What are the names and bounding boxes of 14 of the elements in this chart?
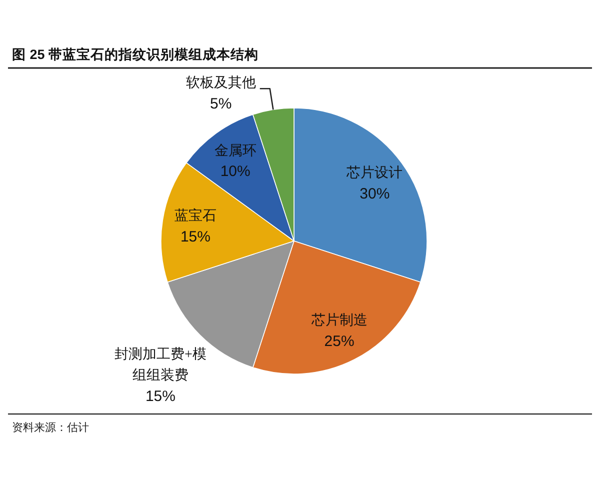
data-label: 30% [360, 185, 390, 202]
data-label: 10% [220, 163, 250, 180]
chart-title: 图 25 带蓝宝石的指纹识别模组成本结构 [12, 46, 259, 62]
data-label: 15% [180, 228, 210, 246]
slice-label: 软板及其他 [186, 75, 256, 92]
slice-label: 封测加工费+模组组装费 [114, 346, 206, 384]
slice-label: 金属环 [214, 142, 256, 159]
slice-label: 芯片设计 [346, 164, 403, 181]
text: 资料来源：估计 [12, 421, 89, 434]
data-label: 25% [324, 332, 354, 350]
data-label: 15% [145, 388, 176, 405]
slice-label: 蓝宝石 [174, 208, 216, 224]
data-label: 5% [210, 96, 232, 113]
slice-label: 芯片制造 [310, 312, 368, 328]
